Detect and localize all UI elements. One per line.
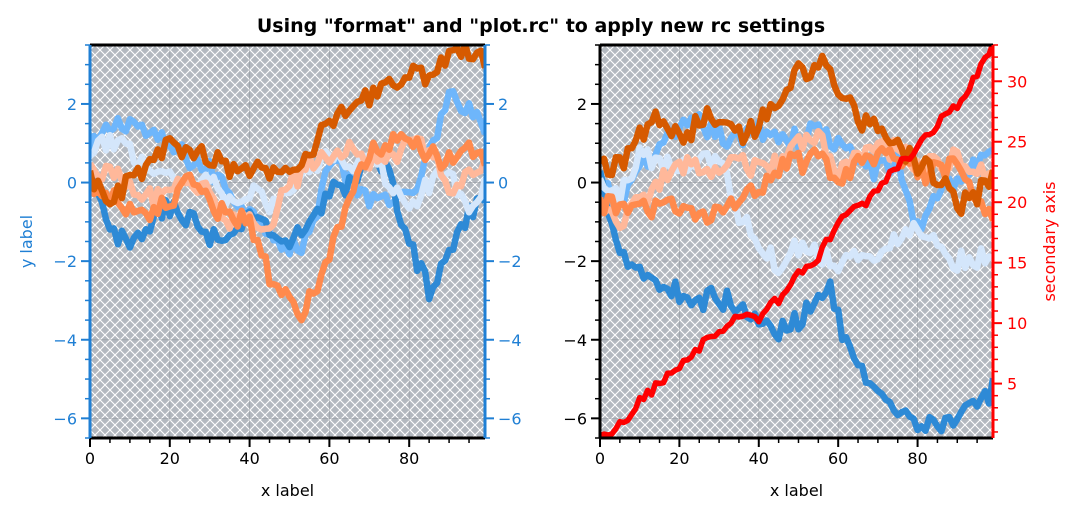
y-right-tick-label: 2	[498, 95, 508, 114]
x-tick-label: 60	[319, 449, 339, 468]
y-tick-label: 0	[67, 174, 77, 193]
x-tick-label: 60	[828, 449, 848, 468]
series-line-6	[600, 52, 993, 217]
x-axis-label: x label	[261, 481, 314, 500]
y-right-tick-label: −6	[498, 409, 522, 428]
secondary-tick-label: 25	[1007, 133, 1027, 152]
y-tick-label: −6	[563, 409, 587, 428]
y-tick-label: 2	[67, 95, 77, 114]
x-tick-label: 0	[595, 449, 605, 468]
x-tick-label: 40	[239, 449, 259, 468]
series-line-5	[90, 130, 485, 324]
x-tick-label: 80	[399, 449, 419, 468]
x-tick-label: 20	[669, 449, 689, 468]
secondary-axis-label: secondary axis	[1040, 181, 1059, 301]
y-tick-label: 0	[577, 174, 587, 193]
y-tick-label: −4	[53, 331, 77, 350]
series-line-secondary	[600, 45, 993, 438]
series-line-5	[600, 145, 993, 226]
secondary-tick-label: 15	[1007, 254, 1027, 273]
figure-title: Using "format" and "plot.rc" to apply ne…	[257, 15, 825, 37]
y-tick-label: −2	[563, 252, 587, 271]
x-tick-label: 20	[160, 449, 180, 468]
series-group	[90, 45, 485, 324]
y-axis-label: y label	[17, 215, 36, 268]
x-axis-label: x label	[770, 481, 823, 500]
series-line-3	[600, 144, 993, 277]
series-line-2	[600, 170, 993, 435]
left-panel: 0 20 40 60 80 −6 −6 −4 −4 −2 −2 0 0 2 2 x label y label	[17, 43, 522, 500]
y-tick-label: −2	[53, 252, 77, 271]
y-tick-label: −6	[53, 409, 77, 428]
x-tick-label: 80	[907, 449, 927, 468]
secondary-tick-label: 30	[1007, 72, 1027, 91]
y-tick-label: 2	[577, 95, 587, 114]
x-tick-label: 40	[749, 449, 769, 468]
y-right-tick-label: −4	[498, 331, 522, 350]
y-right-tick-label: 0	[498, 174, 508, 193]
series-group	[600, 45, 993, 438]
secondary-tick-label: 10	[1007, 314, 1027, 333]
secondary-tick-label: 20	[1007, 193, 1027, 212]
x-tick-label: 0	[85, 449, 95, 468]
y-tick-label: −4	[563, 331, 587, 350]
y-right-tick-label: −2	[498, 252, 522, 271]
secondary-tick-label: 5	[1007, 375, 1017, 394]
series-line-6	[90, 45, 485, 208]
series-line-1	[90, 88, 485, 258]
series-line-3	[90, 131, 485, 216]
